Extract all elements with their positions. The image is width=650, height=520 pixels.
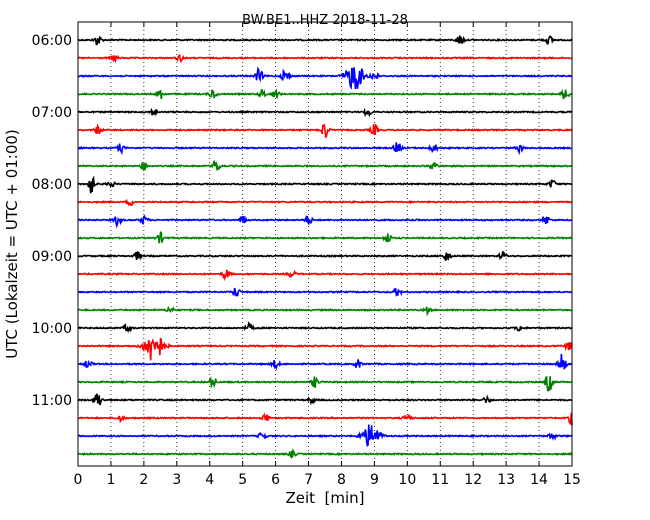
trace-group — [77, 35, 573, 460]
x-tick-label: 4 — [205, 472, 214, 488]
y-axis-label: UTC (Lokalzeit = UTC + 01:00) — [3, 129, 21, 359]
y-tick-label: 08:00 — [32, 177, 72, 193]
x-tick-label: 0 — [74, 472, 83, 488]
trace-line — [77, 107, 573, 118]
trace-line — [77, 66, 573, 90]
trace-line — [77, 160, 573, 171]
trace-line — [77, 53, 573, 64]
trace-line — [77, 337, 573, 361]
trace-line — [77, 123, 573, 139]
trace-line — [77, 353, 573, 371]
trace-line — [77, 393, 573, 406]
x-tick-label: 9 — [370, 472, 379, 488]
trace-line — [77, 448, 573, 460]
trace-line — [77, 88, 573, 100]
trace-line — [77, 231, 573, 244]
x-tick-label: 6 — [271, 472, 280, 488]
trace-line — [77, 214, 573, 229]
chart-title: BW.BE1..HHZ 2018-11-28 — [242, 13, 408, 28]
trace-line — [77, 269, 573, 282]
x-tick-label: 13 — [497, 472, 515, 488]
x-tick-label: 5 — [238, 472, 247, 488]
y-tick-label: 06:00 — [32, 33, 72, 49]
y-tick-label: 09:00 — [32, 249, 72, 265]
trace-line — [77, 287, 573, 298]
x-tick-label: 7 — [304, 472, 313, 488]
x-axis: 0 1 2 3 4 5 6 7 8 9 10 11 12 13 14 15 — [74, 22, 581, 488]
x-tick-label: 1 — [106, 472, 115, 488]
trace-line — [77, 198, 573, 207]
plot-frame — [77, 21, 573, 467]
x-axis-label: Zeit [min] — [285, 489, 364, 507]
trace-line — [77, 142, 573, 156]
trace-line — [77, 251, 573, 262]
trace-line — [77, 424, 573, 448]
x-tick-label: 8 — [337, 472, 346, 488]
x-tick-label: 12 — [464, 472, 482, 488]
trace-line — [77, 175, 573, 194]
x-tick-label: 14 — [530, 472, 548, 488]
trace-line — [78, 305, 573, 317]
x-tick-label: 15 — [563, 472, 581, 488]
trace-line — [77, 412, 573, 426]
x-tick-label: 11 — [431, 472, 449, 488]
trace-line — [77, 35, 573, 46]
trace-line — [77, 321, 573, 334]
x-tick-label: 10 — [398, 472, 416, 488]
y-tick-label: 07:00 — [32, 105, 72, 121]
trace-line — [77, 375, 573, 392]
y-axis: 06:00 07:00 08:00 09:00 10:00 11:00 — [32, 33, 572, 409]
y-tick-label: 10:00 — [32, 321, 72, 337]
x-tick-label: 3 — [172, 472, 181, 488]
x-tick-label: 2 — [139, 472, 148, 488]
y-tick-label: 11:00 — [32, 393, 72, 409]
